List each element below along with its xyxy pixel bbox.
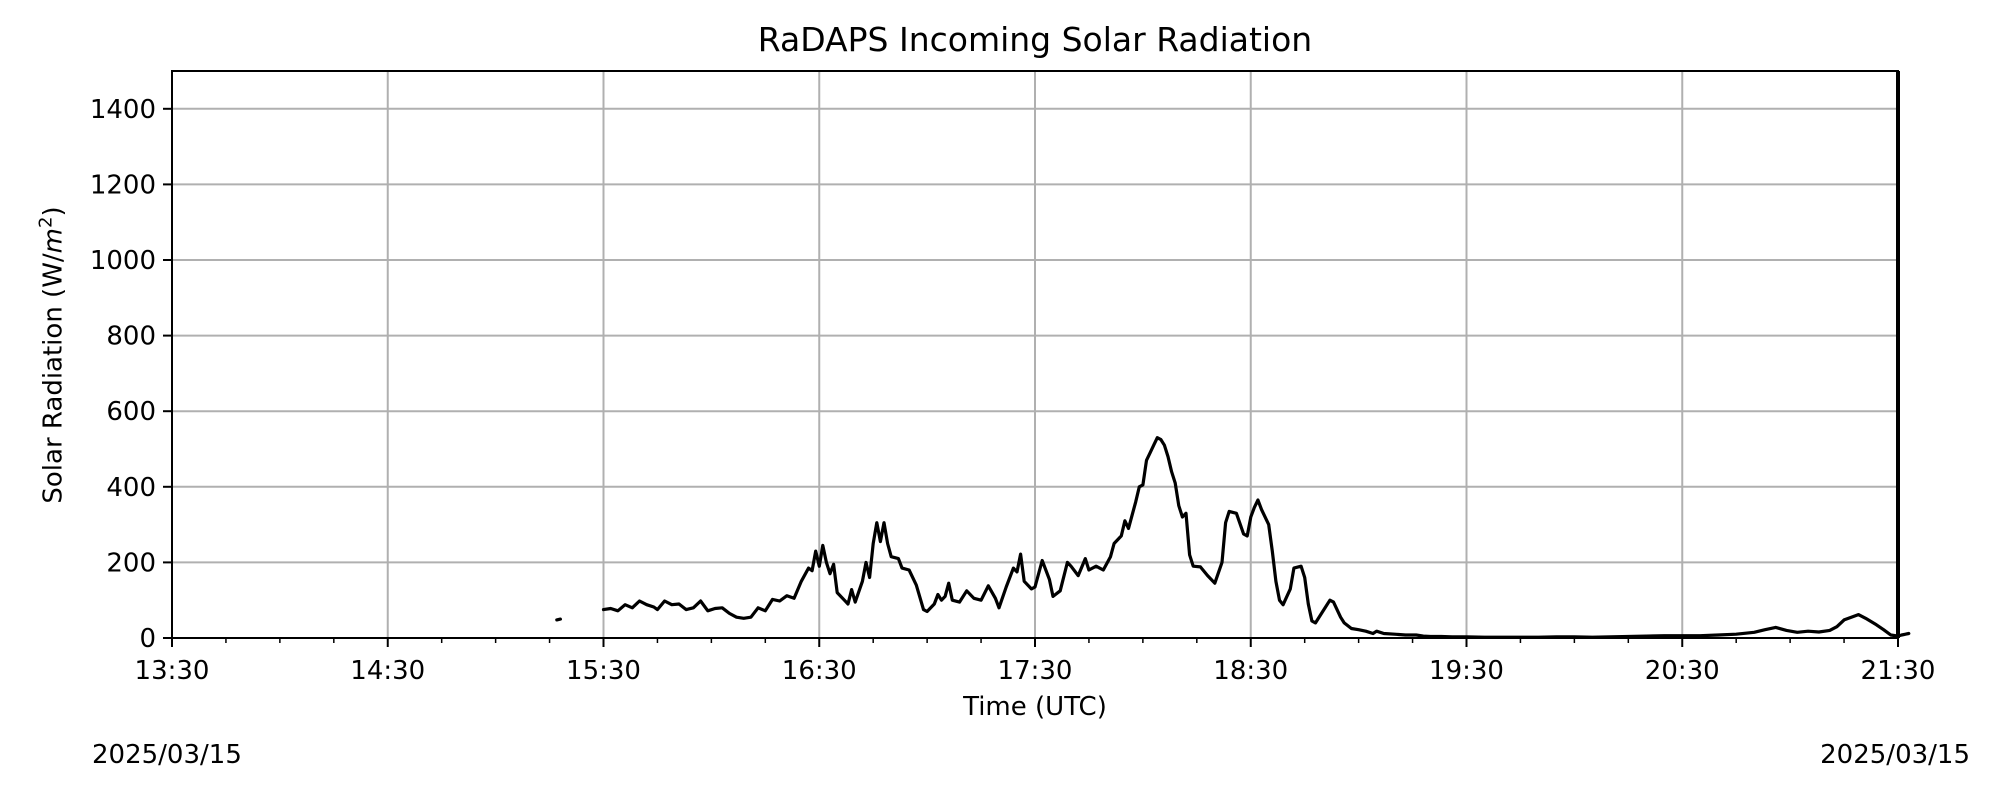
end-date: 2025/03/15	[1820, 740, 1970, 770]
x-tick-label: 15:30	[566, 656, 641, 686]
x-tick-label: 19:30	[1429, 656, 1504, 686]
y-tick-label: 400	[106, 473, 156, 503]
series-line	[601, 436, 1911, 639]
y-axis-label-text: Solar Radiation (W/	[38, 253, 69, 504]
y-tick-label: 800	[106, 322, 156, 352]
y-tick-label: 1200	[90, 170, 156, 200]
y-tick-label: 600	[106, 397, 156, 427]
y-tick-label: 200	[106, 548, 156, 578]
series-layer	[555, 436, 1911, 639]
series-line	[555, 617, 563, 622]
x-tick-label: 13:30	[135, 656, 210, 686]
y-axis-label-unit: m	[38, 227, 69, 254]
axis-ticks: 0 200 400 600 800 1000 1200 1400 13:30 14:30 15:30…	[90, 95, 1936, 686]
y-tick-label: 1000	[90, 246, 156, 276]
x-tick-label: 20:30	[1645, 656, 1720, 686]
start-date: 2025/03/15	[92, 740, 242, 770]
y-axis-label-exponent: 2	[35, 216, 57, 228]
x-tick-label: 21:30	[1861, 656, 1936, 686]
grid-lines	[171, 71, 1899, 639]
y-tick-label: 0	[139, 624, 156, 654]
y-axis-label: Solar Radiation (W/m2)	[36, 206, 69, 503]
x-tick-label: 17:30	[998, 656, 1073, 686]
chart-title: RaDAPS Incoming Solar Radiation	[757, 20, 1313, 59]
x-tick-label: 18:30	[1213, 656, 1288, 686]
y-axis-label-close: )	[38, 206, 69, 217]
y-tick-label: 1400	[90, 95, 156, 125]
x-axis-label: Time (UTC)	[963, 692, 1107, 722]
x-tick-label: 14:30	[350, 656, 425, 686]
x-tick-label: 16:30	[782, 656, 857, 686]
